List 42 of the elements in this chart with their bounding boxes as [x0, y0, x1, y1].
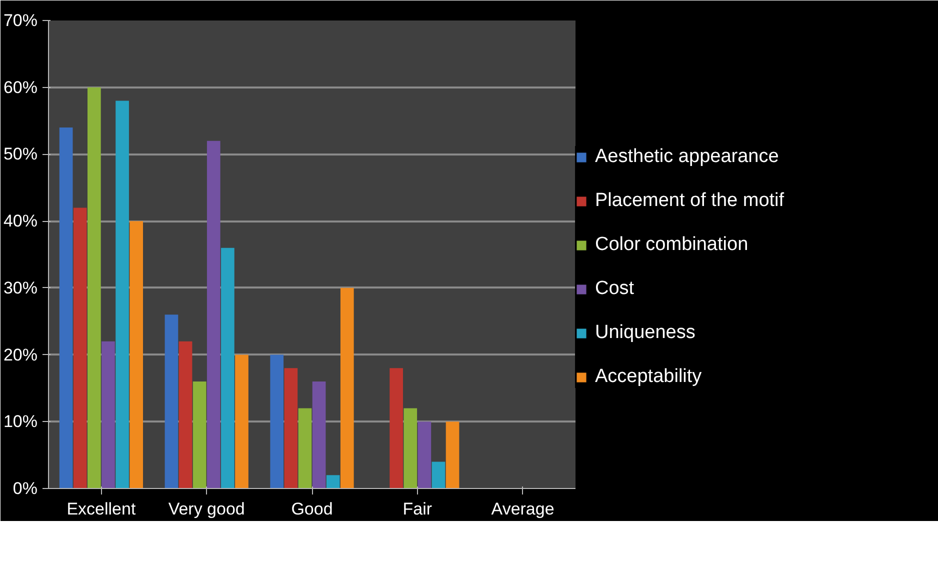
- bar: [404, 408, 418, 488]
- bar: [102, 341, 115, 488]
- bar: [446, 422, 460, 488]
- bar: [270, 354, 284, 488]
- bar: [326, 475, 340, 488]
- y-tick-label: 30%: [3, 278, 38, 298]
- y-tick-label: 10%: [3, 412, 38, 432]
- x-tick-label: Very good: [168, 500, 245, 518]
- bar: [340, 288, 354, 488]
- bar: [59, 127, 73, 488]
- bar: [73, 208, 87, 488]
- y-tick-label: 70%: [3, 11, 38, 30]
- bar: [116, 100, 129, 488]
- bar: [390, 368, 403, 488]
- x-tick-label: Good: [291, 500, 333, 518]
- legend-label: Placement of the motif: [595, 190, 784, 212]
- bar: [206, 140, 220, 488]
- y-tick-label: 60%: [3, 78, 38, 97]
- bar: [312, 382, 326, 488]
- bar: [178, 341, 192, 488]
- y-tick-label: 20%: [3, 345, 38, 364]
- y-tick-label: 40%: [3, 212, 38, 231]
- x-tick-label: Average: [491, 500, 554, 518]
- bar: [418, 422, 432, 488]
- bar: [192, 382, 206, 488]
- bar: [130, 221, 144, 488]
- y-tick-label: 0%: [12, 479, 38, 498]
- bar: [298, 408, 312, 488]
- bar: [235, 354, 248, 488]
- x-tick-label: Fair: [402, 500, 432, 518]
- x-tick-label: Excellent: [66, 500, 136, 518]
- legend-label: Acceptability: [595, 366, 702, 388]
- bar: [164, 314, 178, 488]
- legend-label: Color combination: [595, 234, 748, 256]
- bar: [221, 248, 234, 488]
- legend-label: Cost: [595, 278, 634, 300]
- bar: [88, 87, 101, 488]
- bar: [432, 462, 446, 488]
- legend-label: Aesthetic appearance: [595, 146, 779, 168]
- y-tick-label: 50%: [3, 144, 38, 164]
- bar: [284, 368, 298, 488]
- legend-label: Uniqueness: [595, 322, 696, 344]
